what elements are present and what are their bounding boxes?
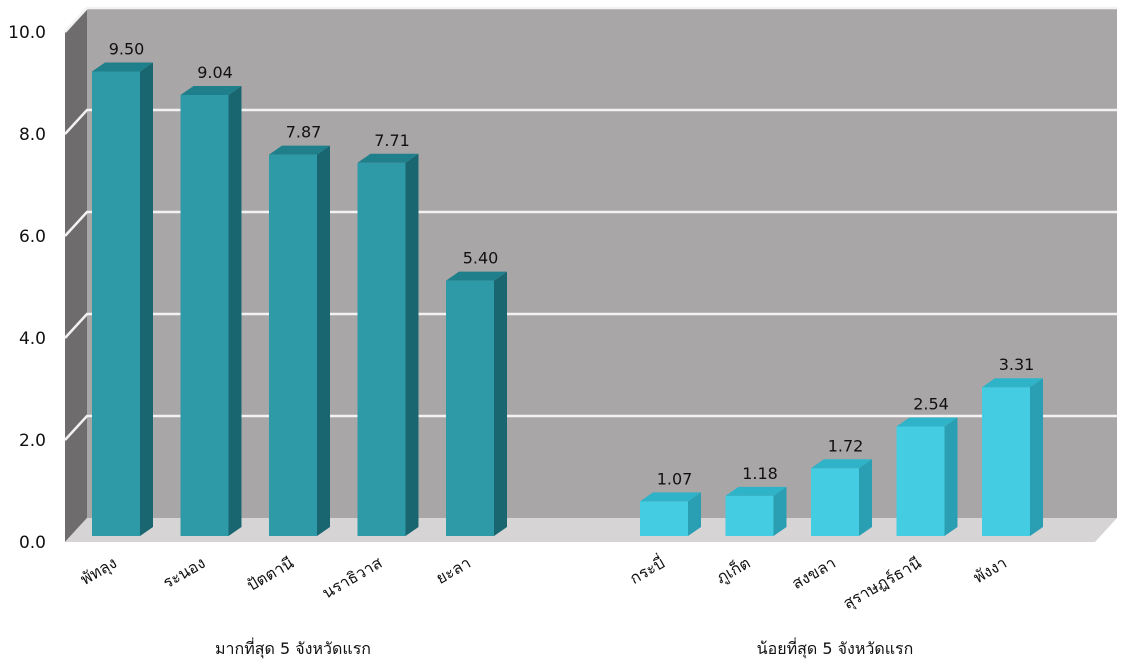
bar-top [982,378,1043,388]
bar-side [228,85,242,537]
category-label: พังงา [970,553,1010,587]
category-label: พัทลุง [77,553,121,590]
bar-side [944,417,958,536]
side-wall [65,8,87,542]
value-label: 5.40 [463,249,499,268]
value-label: 1.18 [742,464,778,483]
gridline [64,6,1117,33]
bar-side [1030,378,1043,536]
bars [92,62,1043,537]
bar [640,501,688,536]
value-label: 2.54 [913,394,949,413]
value-label: 1.72 [828,436,864,455]
category-label: ปัตตานี [243,553,297,595]
bar [92,71,140,536]
y-tick-label: 10.0 [8,23,46,43]
bar-side [859,459,872,536]
bar-side [773,486,787,536]
bar [982,387,1030,536]
bar [725,495,774,536]
value-label: 7.71 [374,131,410,150]
category-label: ภูเก็ต [712,552,754,588]
gridline [64,414,1117,441]
bar-top [896,417,958,427]
y-tick-label: 2.0 [19,431,46,451]
gridline [64,312,1117,339]
value-label: 1.07 [657,469,693,488]
group-label: น้อยที่สุด 5 จังหวัดแรก [757,637,914,659]
back-wall [87,8,1117,518]
bar-side [688,492,701,536]
bar [357,162,406,537]
y-tick-label: 4.0 [19,329,46,349]
category-label: สงขลา [789,553,839,593]
bar [446,280,494,536]
y-tick-label: 6.0 [19,227,46,247]
bar [269,154,317,536]
bar-top [640,492,701,502]
bar [180,94,229,537]
bar-top [811,459,872,469]
bar-top [269,145,330,155]
bar-top [725,486,787,496]
category-label: ยะลา [433,553,474,588]
value-label: 9.50 [109,40,145,59]
y-axis-ticks: 0.0 2.0 4.0 6.0 8.0 10.0 [8,23,46,553]
bar-side [494,271,507,536]
gridline [64,210,1117,237]
category-label: กระบี่ [625,551,668,588]
category-label: นราธิวาส [319,553,386,603]
bar-top [180,85,242,95]
bar-side [405,153,419,537]
category-label: สุราษฎร์ธานี [840,553,925,614]
bar-top [92,62,153,72]
y-tick-label: 0.0 [19,533,46,553]
gridlines [64,6,1117,441]
bar [811,468,859,536]
value-label: 9.04 [197,63,233,82]
value-label: 3.31 [999,355,1035,374]
gridline [64,108,1117,135]
value-label: 7.87 [286,123,322,142]
bar-side [317,145,330,536]
bar-side [140,62,153,536]
category-label: ระนอง [160,553,209,592]
bar [896,426,945,536]
bar-top [446,271,507,281]
y-tick-label: 8.0 [19,125,46,145]
group-label: มากที่สุด 5 จังหวัดแรก [215,637,371,659]
bar-top [357,153,419,163]
